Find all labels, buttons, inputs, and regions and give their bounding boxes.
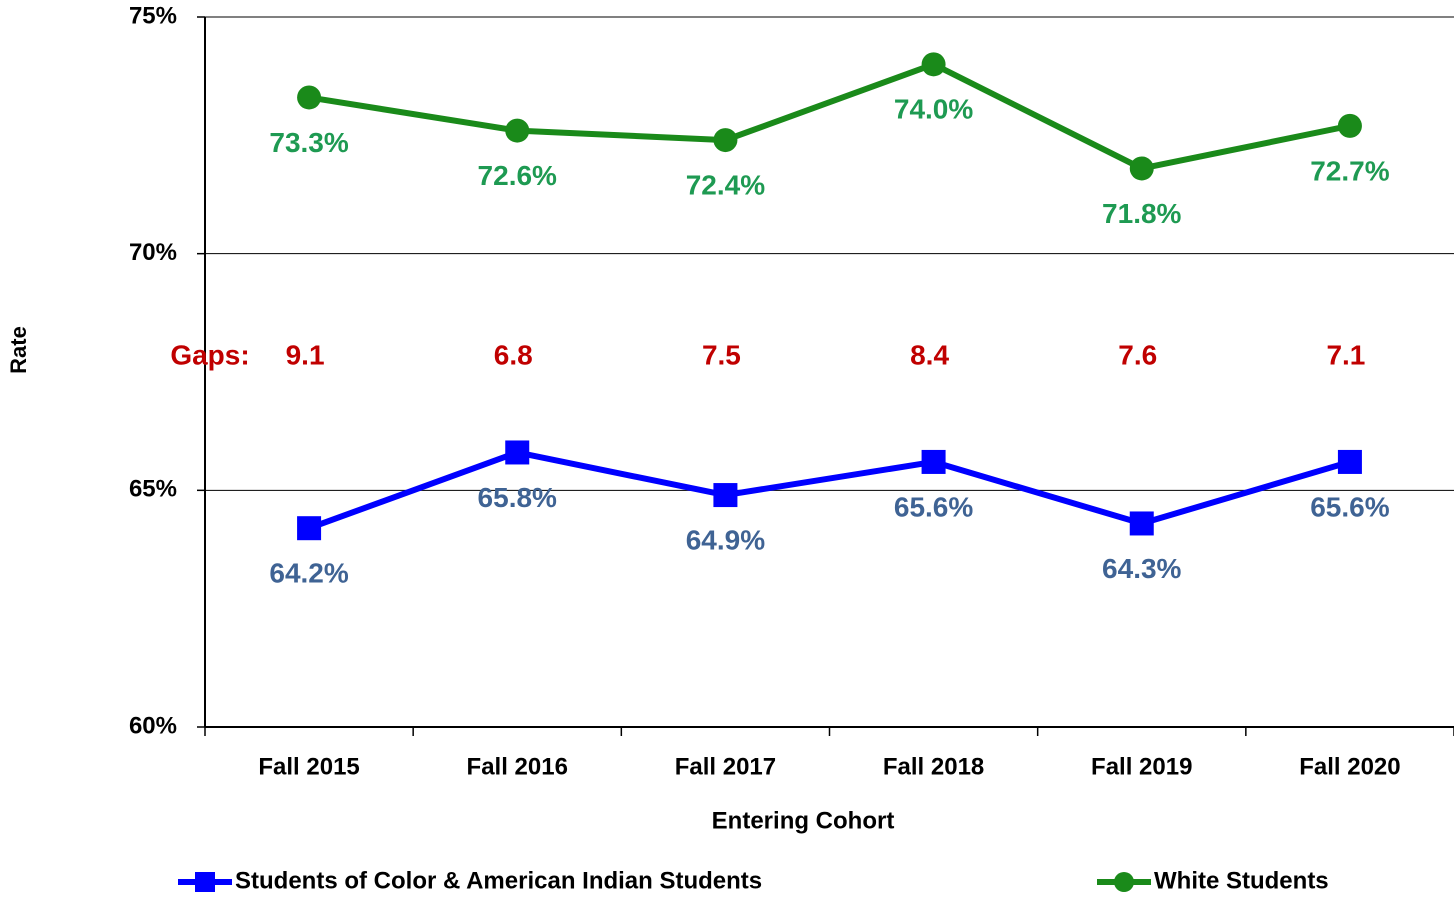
data-label: 72.7% xyxy=(1310,155,1389,186)
marker xyxy=(505,118,530,143)
marker xyxy=(297,85,322,110)
y-tick-label: 60% xyxy=(129,712,177,739)
gap-value: 7.1 xyxy=(1326,339,1365,370)
y-axis-title: Rate xyxy=(6,326,31,374)
data-label: 65.6% xyxy=(1310,491,1389,522)
x-tick-label: Fall 2017 xyxy=(675,753,776,780)
y-tick-label: 75% xyxy=(129,2,177,29)
marker xyxy=(1129,156,1154,181)
x-tick-label: Fall 2015 xyxy=(258,753,359,780)
data-label: 65.6% xyxy=(894,491,973,522)
marker xyxy=(713,128,738,153)
marker xyxy=(921,52,946,77)
series-line xyxy=(308,61,1351,172)
marker xyxy=(1337,449,1362,474)
x-tick-label: Fall 2019 xyxy=(1091,753,1192,780)
legend-marker xyxy=(195,872,215,892)
legend-label: Students of Color & American Indian Stud… xyxy=(235,867,762,894)
y-tick-label: 70% xyxy=(129,239,177,266)
x-tick-label: Fall 2018 xyxy=(883,753,984,780)
data-label: 64.2% xyxy=(269,558,348,589)
data-label: 74.0% xyxy=(894,94,973,125)
gap-value: 7.5 xyxy=(702,339,741,370)
gap-value: 9.1 xyxy=(286,339,325,370)
data-label: 64.3% xyxy=(1102,553,1181,584)
x-tick-label: Fall 2016 xyxy=(467,753,568,780)
gap-value: 7.6 xyxy=(1118,339,1157,370)
legend-label: White Students xyxy=(1154,867,1329,894)
marker xyxy=(1129,511,1154,536)
marker xyxy=(297,516,322,541)
gap-label: Gaps: xyxy=(170,339,249,370)
data-label: 64.9% xyxy=(686,524,765,555)
data-label: 65.8% xyxy=(478,482,557,513)
y-tick-label: 65% xyxy=(129,476,177,503)
marker xyxy=(505,440,530,465)
marker xyxy=(1337,113,1362,138)
data-label: 71.8% xyxy=(1102,198,1181,229)
data-label: 72.6% xyxy=(478,160,557,191)
marker xyxy=(921,449,946,474)
data-label: 72.4% xyxy=(686,169,765,200)
x-tick-label: Fall 2020 xyxy=(1299,753,1400,780)
x-axis-title: Entering Cohort xyxy=(712,807,895,834)
marker xyxy=(713,483,738,508)
legend-marker xyxy=(1114,872,1134,892)
gap-value: 6.8 xyxy=(494,339,533,370)
gap-value: 8.4 xyxy=(910,339,949,370)
data-label: 73.3% xyxy=(269,127,348,158)
series-line xyxy=(308,449,1351,532)
